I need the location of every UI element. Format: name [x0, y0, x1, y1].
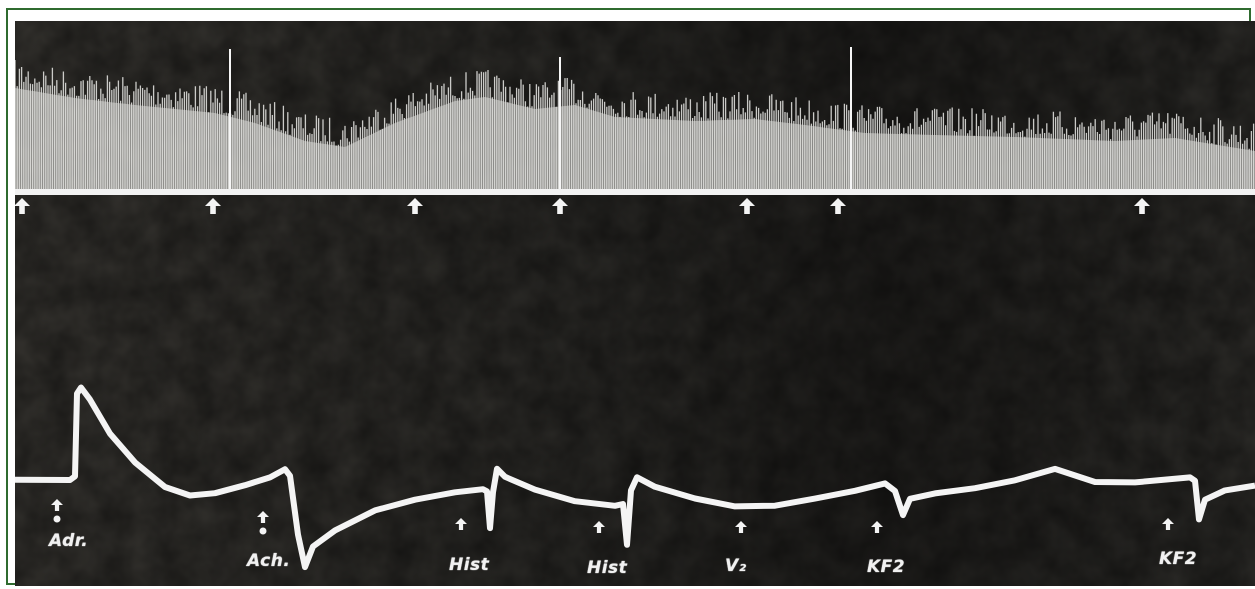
marker-label-hist-1: Hist — [449, 555, 490, 575]
lower-arrow-icon — [735, 521, 747, 533]
upper-arrow-icon — [1134, 198, 1150, 214]
marker-dot — [53, 515, 61, 523]
marker-label-hist-2: Hist — [587, 558, 628, 578]
recording-svg — [15, 21, 1255, 586]
marker-label-ach: Ach. — [247, 551, 291, 571]
upper-arrow-icon — [739, 198, 755, 214]
marker-label-adr: Adr. — [49, 531, 89, 551]
lower-arrow-icon — [455, 518, 467, 530]
lower-arrow-icon — [593, 521, 605, 533]
upper-marker-arrows — [15, 198, 1150, 214]
lower-pressure-trace — [15, 384, 1255, 571]
marker-label-v2: V₂ — [725, 556, 747, 576]
upper-baseline — [15, 189, 1255, 195]
upper-trace-fill — [15, 88, 1255, 191]
marker-label-kf2-2: KF2 — [1159, 549, 1198, 569]
upper-arrow-icon — [830, 198, 846, 214]
marker-label-kf2-1: KF2 — [867, 557, 906, 577]
lower-arrow-icon — [871, 521, 883, 533]
upper-arrow-icon — [407, 198, 423, 214]
lower-arrow-icon — [1162, 518, 1174, 530]
upper-respiration-trace — [15, 47, 1255, 191]
upper-arrow-icon — [15, 198, 30, 214]
lower-arrow-icon — [257, 511, 269, 523]
marker-dot — [259, 527, 267, 535]
lower-arrow-icon — [51, 499, 63, 511]
lower-marker-arrows — [51, 499, 1174, 535]
upper-arrow-icon — [552, 198, 568, 214]
upper-arrow-icon — [205, 198, 221, 214]
recording-photo: Adr. Ach. Hist Hist V₂ KF2 KF2 — [15, 21, 1255, 586]
